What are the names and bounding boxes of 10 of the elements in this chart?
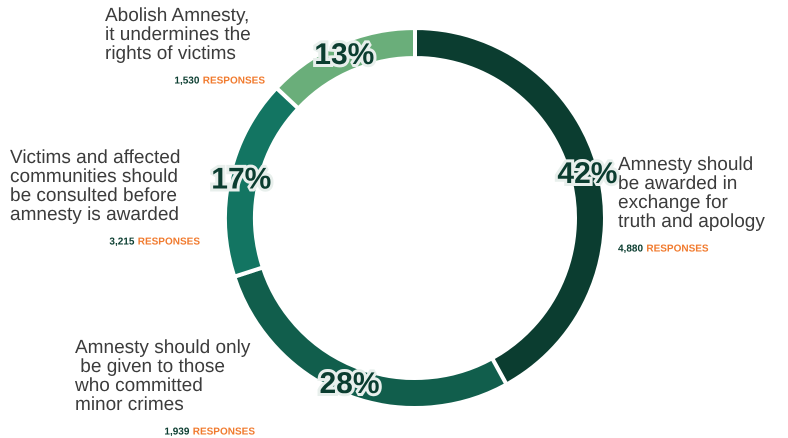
text: 1,939 RESPONSES xyxy=(164,426,256,438)
slice-label: Amnesty should only be given to those who committed minor crimes xyxy=(74,337,251,415)
slice-label: Amnesty should be awarded in exchange for truth and apology xyxy=(618,154,766,232)
text: 3,215 RESPONSES xyxy=(109,236,200,248)
data-label: 28% xyxy=(319,367,380,400)
slice-label: Victims and affected communities should be consulted before amnesty is awarded xyxy=(10,147,186,225)
text: 1,530 RESPONSES xyxy=(174,76,266,86)
text: 4,880 RESPONSES xyxy=(618,244,709,254)
slice-label: Abolish Amnesty, it undermines the rights of victims xyxy=(105,5,256,64)
data-label: 13% xyxy=(314,38,374,72)
